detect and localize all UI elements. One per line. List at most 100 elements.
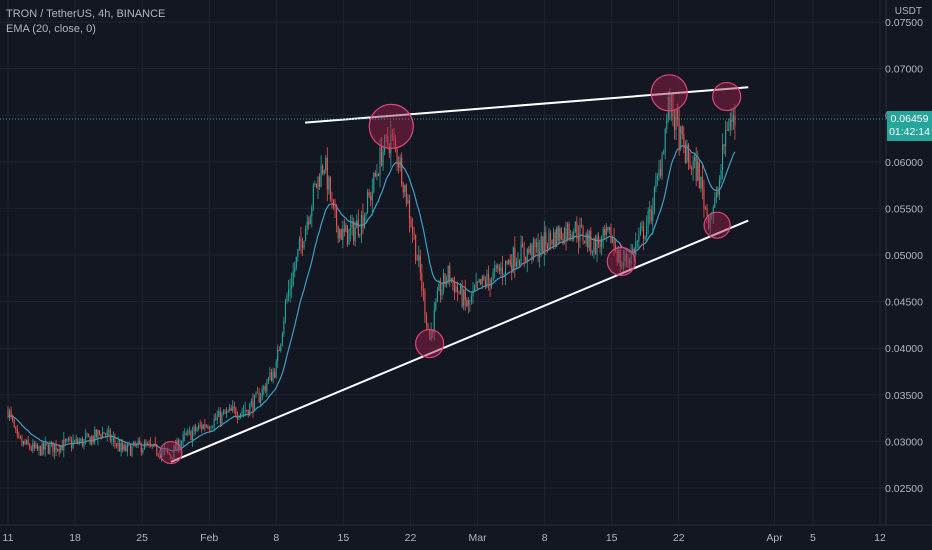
candle-up — [430, 322, 432, 342]
candle-body — [545, 232, 547, 247]
candle-body — [213, 418, 215, 427]
grid-lines — [0, 0, 932, 526]
time-tick-label[interactable]: 18 — [69, 532, 81, 544]
price-tick-label[interactable]: 0.07500 — [885, 17, 923, 29]
trendlines[interactable] — [170, 86, 749, 463]
time-tick-label[interactable]: 22 — [405, 532, 417, 544]
candle-body — [641, 225, 643, 228]
candle-body — [385, 135, 387, 137]
candle-body — [483, 276, 485, 281]
price-axis[interactable]: 0.075000.070000.065000.060000.055000.050… — [885, 17, 923, 495]
candle-up — [360, 210, 362, 244]
candle-body — [608, 226, 610, 231]
price-tick-label[interactable]: 0.03500 — [885, 390, 923, 402]
resistance-trendline[interactable] — [304, 86, 749, 124]
highlight-circle[interactable] — [415, 328, 445, 359]
candle-up — [622, 250, 624, 274]
candle-up — [517, 252, 519, 268]
candle-down — [421, 263, 423, 297]
candle-body — [16, 429, 18, 435]
candle-body — [673, 116, 676, 131]
highlight-circles[interactable] — [159, 74, 742, 465]
time-tick-label[interactable]: Apr — [766, 532, 783, 544]
candle-body — [350, 228, 352, 230]
price-tick-label[interactable]: 0.07000 — [885, 64, 923, 76]
time-tick-label[interactable]: 8 — [273, 532, 279, 544]
candle-body — [650, 209, 652, 222]
highlight-circle[interactable] — [703, 211, 731, 239]
time-tick-label[interactable]: 12 — [874, 532, 886, 544]
candle-up — [636, 240, 638, 248]
candle-up — [667, 90, 669, 123]
candle-body — [655, 179, 657, 189]
candle-body — [525, 256, 527, 262]
highlight-circle[interactable] — [650, 74, 688, 112]
candle-up — [661, 151, 663, 181]
price-tick-label[interactable]: 0.04000 — [885, 343, 923, 355]
candle-down — [604, 224, 606, 240]
highlight-circle[interactable] — [159, 440, 183, 465]
candle-up — [106, 428, 108, 442]
price-tick-label[interactable]: 0.05000 — [885, 250, 923, 262]
price-tick-label[interactable]: 0.03000 — [885, 436, 923, 448]
support-trendline[interactable] — [170, 219, 749, 463]
candle-down — [47, 443, 49, 455]
time-tick-label[interactable]: Feb — [200, 532, 218, 544]
candle-body — [274, 371, 276, 378]
candle-body — [393, 134, 395, 140]
chart-legend[interactable]: TRON / TetherUS, 4h, BINANCE EMA (20, cl… — [6, 7, 165, 37]
price-tick-label[interactable]: 0.06000 — [885, 157, 923, 169]
candle-body — [656, 175, 658, 180]
candle-down — [393, 127, 395, 148]
candle-body — [616, 250, 618, 262]
candle-up — [205, 424, 207, 428]
time-tick-label[interactable]: 25 — [136, 532, 148, 544]
candle-down — [514, 236, 516, 278]
time-tick-label[interactable]: 15 — [338, 532, 350, 544]
price-tick-label[interactable]: 0.02500 — [885, 483, 923, 495]
candle-down — [708, 215, 710, 230]
candle-body — [487, 273, 490, 280]
candle-body — [80, 438, 82, 442]
time-tick-label[interactable]: 22 — [673, 532, 685, 544]
candle-body — [36, 444, 38, 450]
candle-body — [174, 446, 176, 451]
candle-body — [684, 144, 686, 163]
time-axis[interactable]: 11 18 25 Feb 8 15 22 Mar 8 15 22 Apr 5 12 — [3, 532, 886, 544]
candle-up — [638, 227, 640, 250]
candle-down — [405, 183, 407, 208]
candle-body — [188, 430, 190, 432]
price-tick-label[interactable]: 0.04500 — [885, 297, 923, 309]
candle-body — [43, 442, 45, 450]
time-tick-label[interactable]: 15 — [606, 532, 618, 544]
candle-body — [15, 427, 17, 430]
candle-body — [585, 233, 587, 244]
time-tick-label[interactable]: 5 — [810, 532, 816, 544]
candle-body — [405, 184, 407, 204]
candle-body — [452, 278, 454, 282]
time-tick-label[interactable]: 11 — [3, 532, 14, 544]
candle-body — [463, 289, 465, 307]
candle-body — [639, 227, 641, 235]
time-tick-label[interactable]: 8 — [542, 532, 548, 544]
candle-up — [467, 296, 469, 314]
candle-down — [523, 241, 525, 268]
price-tick-label[interactable]: 0.05500 — [885, 203, 923, 215]
candle-body — [49, 444, 51, 454]
indicator-label[interactable]: EMA (20, close, 0) — [6, 23, 96, 35]
time-tick-label[interactable]: Mar — [468, 532, 487, 544]
candle-up — [342, 220, 344, 249]
candle-up — [505, 260, 507, 286]
highlight-circle[interactable] — [712, 81, 742, 112]
candle-body — [729, 119, 731, 130]
candle-up — [49, 440, 51, 455]
candle-body — [421, 273, 423, 290]
candle-body — [356, 220, 358, 229]
highlight-circle[interactable] — [606, 246, 636, 277]
candle-body — [540, 236, 542, 252]
highlight-circle[interactable] — [368, 103, 414, 149]
symbol-title[interactable]: TRON / TetherUS, 4h, BINANCE — [6, 8, 166, 20]
candle-down — [683, 126, 685, 154]
